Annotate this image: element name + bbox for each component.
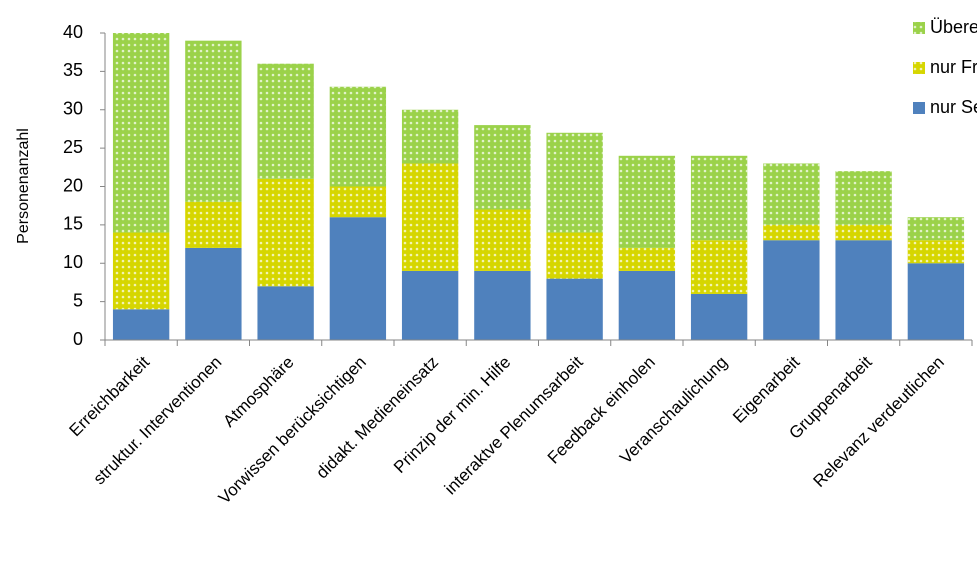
bar-segment [907,263,965,340]
bar-segment [112,309,170,340]
bar-segment [401,270,459,340]
bar-texture [329,186,387,218]
y-tick-label: 0 [73,329,83,349]
x-tick-label: Relevanz verdeutlichen [809,353,947,491]
bar-segment [763,240,820,340]
bar-texture [185,201,242,248]
bar-segment [257,286,314,340]
bar-texture [329,86,387,187]
y-tick-label: 40 [63,22,83,42]
bar-texture [690,155,748,241]
y-tick-label: 10 [63,252,83,272]
bar-texture [835,171,892,225]
legend-texture [913,22,925,34]
legend-texture [913,62,925,74]
y-tick-label: 25 [63,137,83,157]
y-tick-label: 30 [63,99,83,119]
x-tick-label: Eigenarbeit [729,352,803,426]
bar-texture [185,40,242,202]
bar-segment [690,293,748,340]
bar-segment [329,217,387,340]
bar-texture [763,224,820,241]
legend-swatch [913,102,925,114]
bar-texture [112,232,170,310]
bar-texture [690,240,748,294]
bar-texture [546,232,603,279]
y-tick-label: 20 [63,175,83,195]
y-tick-label: 15 [63,214,83,234]
bar-texture [112,33,170,233]
bar-segment [474,270,531,340]
bar-texture [618,247,676,271]
bar-texture [907,240,965,264]
x-tick-label: interaktve Plenumsarbeit [441,352,587,498]
bar-texture [257,63,314,179]
legend-label: nur Fremdeinschätzung [930,57,977,77]
x-tick-label: struktur. Interventionen [90,353,226,489]
x-tick-label: Atmosphäre [219,353,297,431]
bar-texture [763,163,820,225]
bar-segment [546,278,603,340]
bar-texture [907,217,965,241]
x-tick-label: Vorwissen berücksichtigen [215,353,370,508]
bar-texture [474,209,531,271]
bar-texture [546,132,603,233]
bar-segment [618,270,676,340]
y-axis-label: Personenanzahl [15,128,32,244]
bar-texture [257,178,314,287]
y-tick-label: 35 [63,60,83,80]
bar-texture [835,224,892,241]
bar-texture [401,109,459,164]
bar-texture [618,155,676,248]
bar-segment [185,247,242,340]
bar-segment [835,240,892,340]
bar-texture [401,163,459,271]
y-tick-label: 5 [73,290,83,310]
legend-label: Übereinstimmung [930,17,977,37]
bar-texture [474,125,531,210]
legend-label: nur Selbsteinschätzung [930,97,977,117]
x-tick-label: didakt. Medieneinsatz [312,353,442,483]
